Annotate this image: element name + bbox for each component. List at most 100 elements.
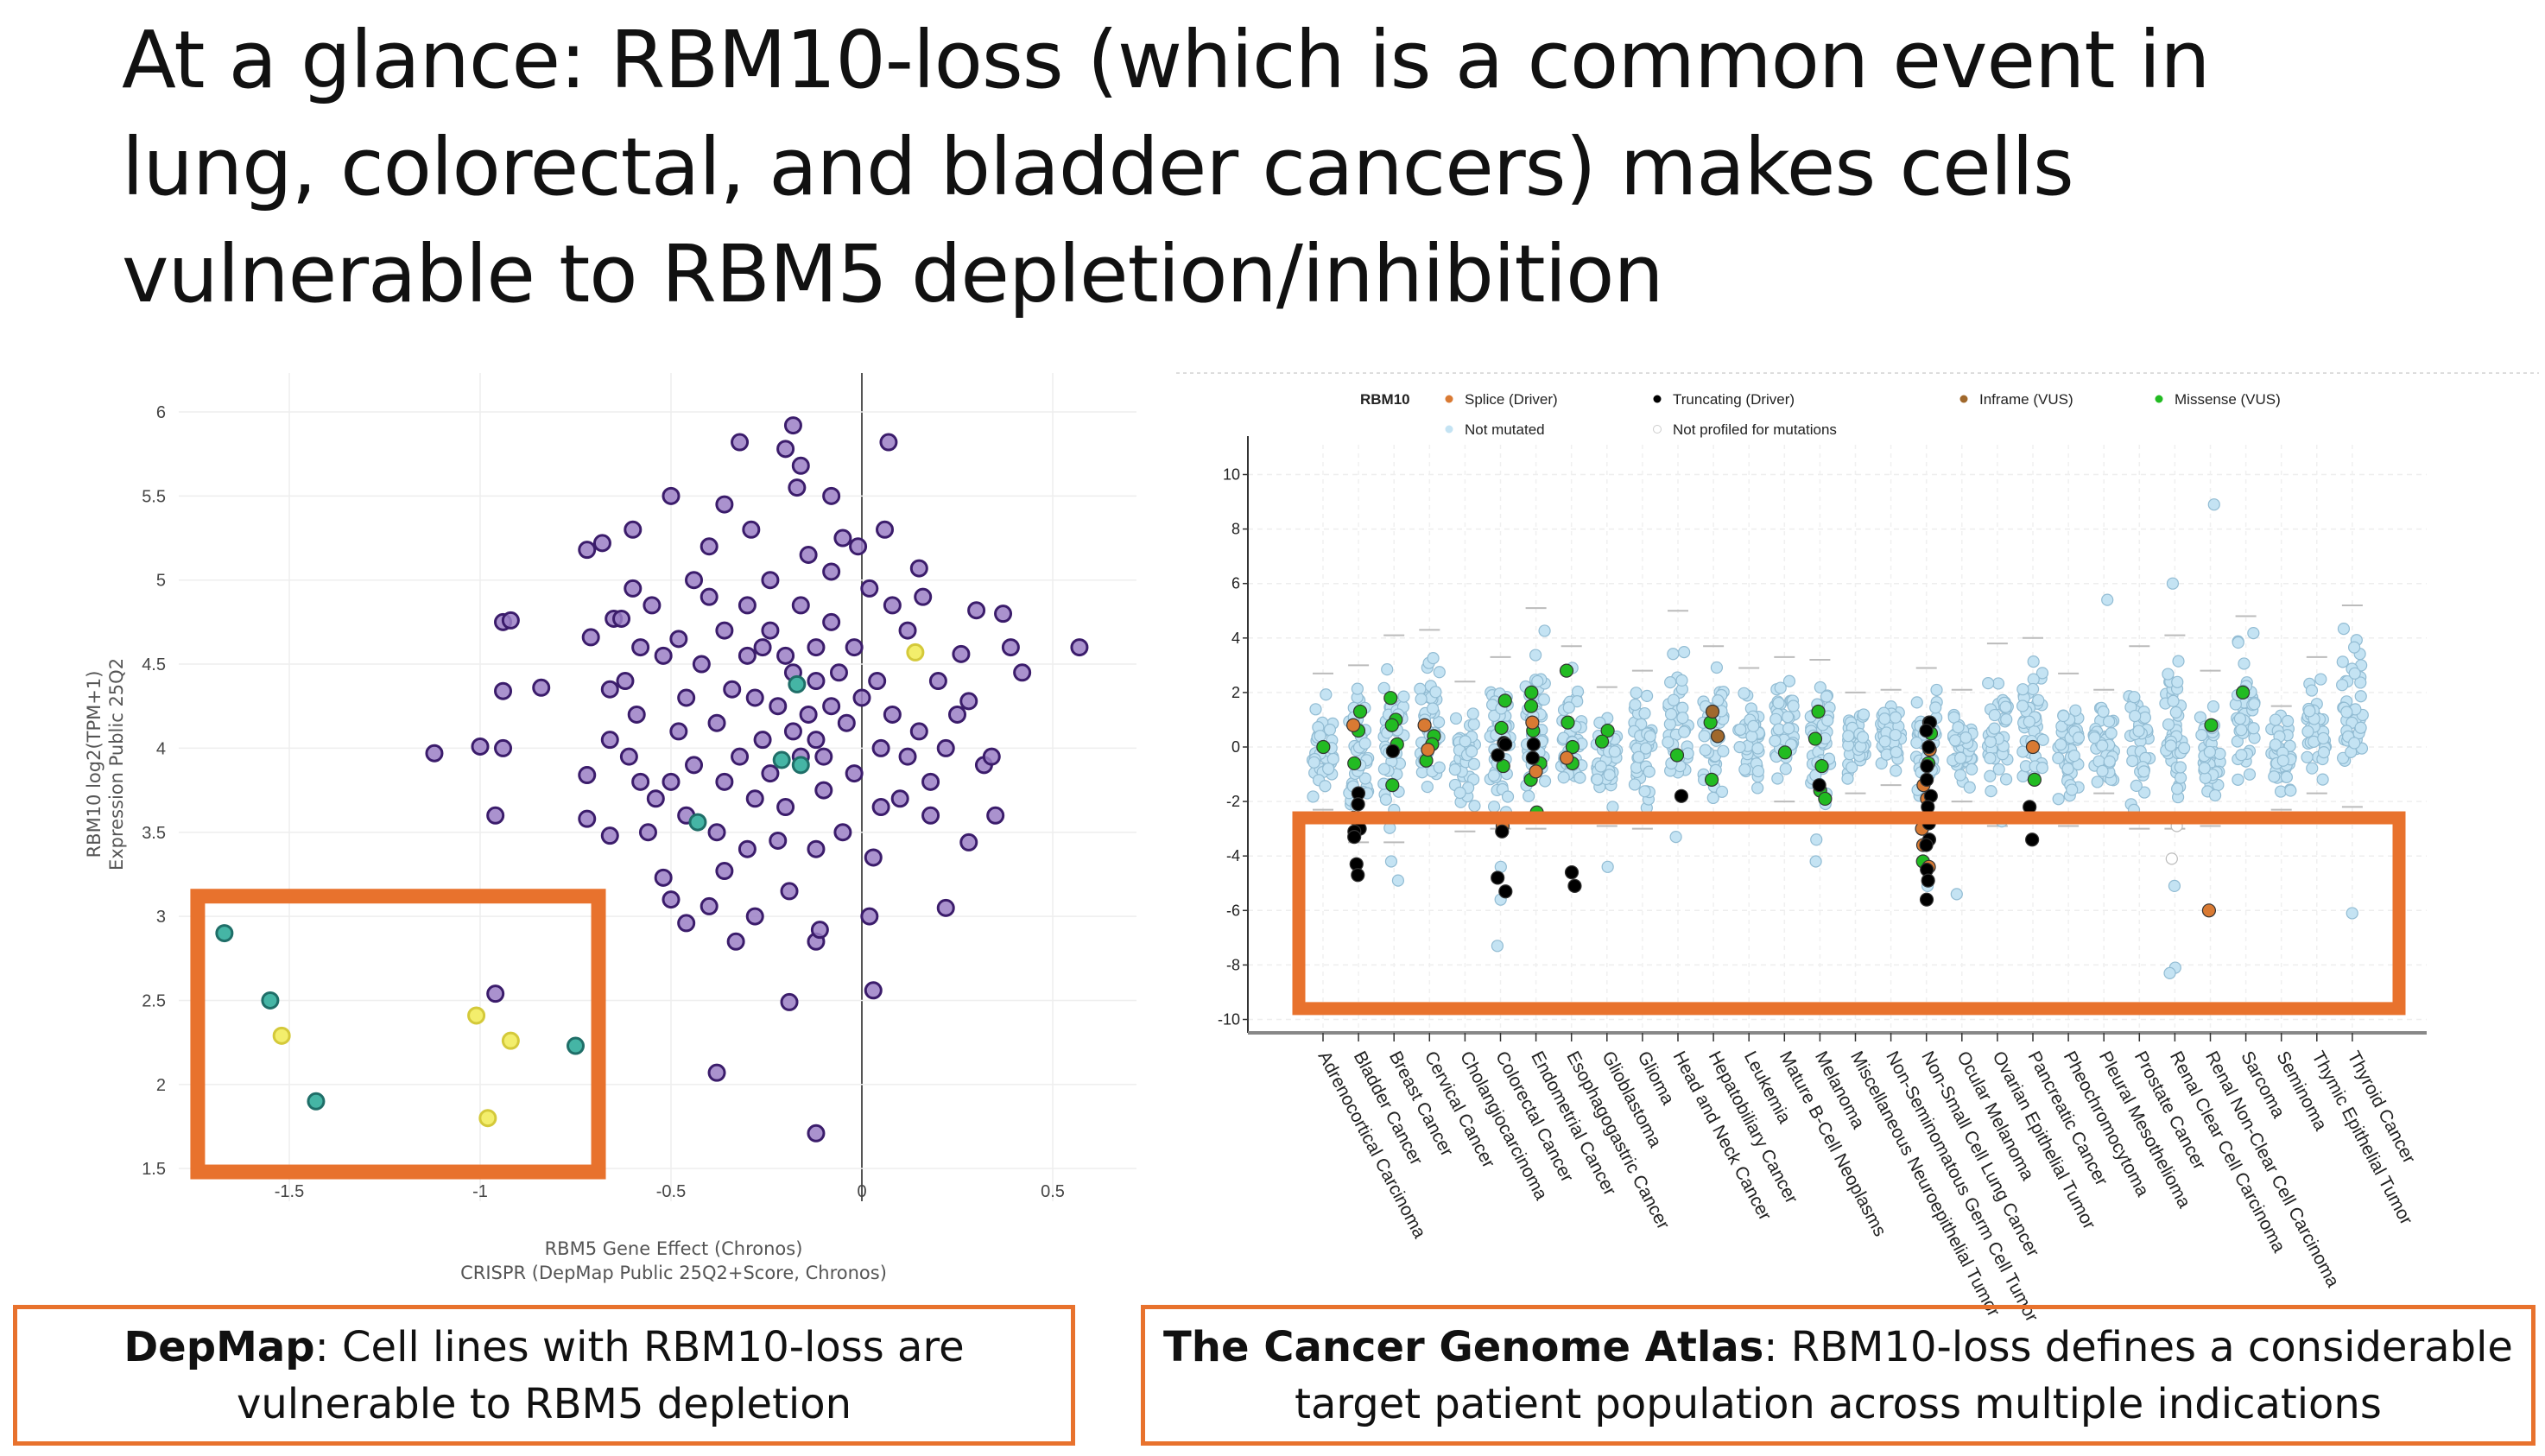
data-point-purple <box>715 495 734 514</box>
data-point-not-mutated <box>1426 702 1440 715</box>
data-point-not-mutated <box>1988 722 2001 735</box>
data-point-not-mutated <box>2171 675 2184 688</box>
data-point-purple <box>662 486 681 505</box>
y-tick-label: 2 <box>156 1076 166 1095</box>
data-point-not-mutated <box>1984 751 1997 765</box>
data-point-purple <box>783 722 802 741</box>
data-point-not-mutated <box>2088 731 2101 744</box>
data-point-not-mutated <box>2280 770 2294 783</box>
data-point-not-mutated <box>1571 695 1584 708</box>
data-point-not-mutated <box>2035 762 2048 775</box>
data-point-purple <box>486 984 505 1003</box>
data-point-purple <box>852 688 871 707</box>
data-point-purple <box>745 789 764 808</box>
data-point-purple <box>776 440 795 459</box>
data-point-purple <box>471 737 490 756</box>
data-point-not-mutated <box>1309 703 1322 716</box>
legend-label: Not profiled for mutations <box>1673 421 1837 438</box>
data-point-not-mutated <box>1889 711 1902 724</box>
data-point-not-mutated <box>2137 765 2150 778</box>
data-point-not-mutated <box>1466 707 1479 720</box>
data-point-not-mutated <box>2336 655 2349 668</box>
data-point-teal <box>307 1092 326 1111</box>
data-point-not-mutated <box>1820 690 1833 703</box>
data-point-purple <box>600 826 619 845</box>
data-point-purple <box>936 898 955 917</box>
data-point-not-mutated <box>1487 769 1500 782</box>
data-point-not-mutated <box>1857 708 1871 721</box>
data-point-not-mutated <box>2052 751 2065 765</box>
data-point-not-mutated <box>1845 761 1858 774</box>
data-point-purple <box>662 890 681 909</box>
data-point-not-mutated <box>1537 693 1551 706</box>
data-point-not-mutated <box>1453 786 1466 800</box>
data-point-not-mutated <box>2337 622 2351 636</box>
data-point-not-profiled <box>2165 852 2178 865</box>
data-point-truncating <box>1920 758 1934 774</box>
data-point-not-mutated <box>2198 762 2211 775</box>
legend-label: Splice (Driver) <box>1465 391 1558 408</box>
data-point-not-mutated <box>2195 728 2208 742</box>
data-point-not-mutated <box>1782 674 1796 687</box>
data-point-not-mutated <box>1314 730 1326 743</box>
data-point-not-mutated <box>2138 711 2151 725</box>
data-point-not-mutated <box>2301 725 2314 738</box>
data-point-missense <box>1704 772 1719 787</box>
data-point-not-mutated <box>1562 701 1575 714</box>
data-point-purple <box>692 655 711 674</box>
data-point-purple <box>715 862 734 881</box>
data-point-purple <box>578 766 597 785</box>
y-tick-label: -8 <box>1226 956 1240 973</box>
data-point-purple <box>883 596 902 615</box>
data-point-not-mutated <box>2306 762 2319 775</box>
data-point-not-mutated <box>1769 712 1782 725</box>
data-point-not-mutated <box>1782 722 1795 735</box>
data-point-purple <box>849 537 868 556</box>
data-point-purple <box>707 713 726 732</box>
data-point-not-mutated <box>2276 754 2289 767</box>
data-point-yellow <box>906 643 925 662</box>
data-point-purple <box>879 433 898 452</box>
data-point-not-mutated <box>1710 661 1724 674</box>
data-point-not-mutated <box>1320 688 1333 701</box>
data-point-missense <box>1494 720 1509 736</box>
data-point-not-mutated <box>2054 738 2067 751</box>
data-point-not-mutated <box>1523 789 1535 802</box>
data-point-not-mutated <box>1323 723 1337 737</box>
data-point-splice <box>1560 750 1574 765</box>
data-point-missense <box>1565 739 1580 755</box>
data-point-purple <box>898 747 917 766</box>
data-point-teal <box>772 750 791 769</box>
data-point-not-mutated <box>2126 755 2139 768</box>
data-point-missense <box>1385 778 1400 793</box>
data-point-purple <box>685 571 704 590</box>
data-point-purple <box>753 731 772 750</box>
data-point-splice <box>1529 764 1543 779</box>
data-point-not-mutated <box>2105 726 2118 740</box>
data-point-not-mutated <box>1594 760 1607 773</box>
data-point-teal <box>567 1036 585 1055</box>
data-point-not-mutated <box>1415 766 1428 779</box>
data-point-not-mutated <box>1322 763 1335 775</box>
legend-marker-not_profiled <box>1653 425 1662 434</box>
data-point-not-mutated <box>1449 712 1463 725</box>
data-point-not-mutated <box>1966 763 1978 775</box>
x-axis-label: CRISPR (DepMap Public 25Q2+Score, Chrono… <box>460 1263 887 1283</box>
data-point-truncating <box>1351 797 1365 812</box>
depmap-scatter-chart: -1.5 -1 -0.5 0 0.5 1.5 2 2.5 3 3.5 4 4.5 5 5.5 6 RBM5 G… <box>84 373 1136 1283</box>
data-point-purple <box>532 678 551 697</box>
data-point-purple <box>822 612 841 631</box>
data-point-not-mutated <box>1751 782 1764 794</box>
data-point-not-mutated <box>2247 627 2260 640</box>
data-point-not-mutated <box>2303 705 2316 718</box>
data-point-purple <box>871 738 890 757</box>
data-point-not-mutated <box>2036 733 2049 746</box>
data-point-not-mutated <box>1319 780 1332 793</box>
data-point-purple <box>994 605 1013 624</box>
data-point-not-mutated <box>1952 721 1965 734</box>
data-point-not-mutated <box>1953 769 1967 782</box>
data-point-purple <box>845 638 864 657</box>
data-point-not-mutated <box>2232 773 2244 786</box>
data-point-purple <box>948 705 966 724</box>
data-point-not-mutated <box>2317 731 2330 745</box>
